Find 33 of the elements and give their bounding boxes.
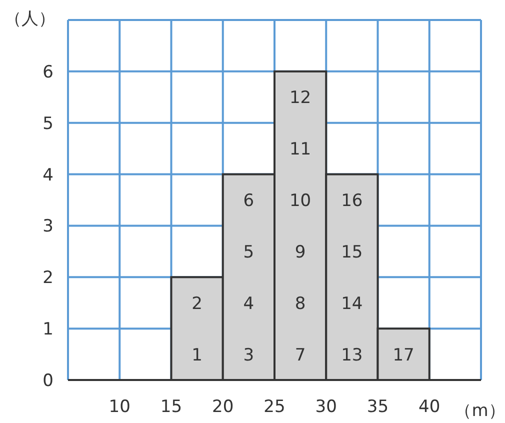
y-tick-label: 5 — [42, 114, 54, 134]
annotation: 4 — [243, 294, 254, 314]
annotation: 2 — [192, 294, 202, 314]
x-tick-label: 15 — [160, 397, 182, 417]
y-tick-label: 4 — [42, 165, 54, 186]
annotation: 3 — [243, 345, 254, 366]
x-axis-title: （m） — [454, 401, 505, 421]
y-axis-title: （人） — [4, 9, 56, 29]
annotation: 14 — [341, 294, 363, 314]
annotation: 11 — [289, 140, 312, 160]
annotation: 9 — [294, 242, 306, 262]
annotation: 13 — [341, 345, 363, 366]
x-tick-label: 40 — [418, 397, 440, 417]
annotation: 1 — [192, 345, 202, 366]
annotation: 7 — [294, 345, 306, 366]
x-tick-label: 10 — [108, 397, 130, 417]
y-tick-label: 0 — [42, 371, 54, 391]
y-tick-label: 2 — [42, 268, 54, 288]
x-tick-label: 35 — [366, 397, 389, 417]
annotation: 10 — [289, 191, 312, 211]
y-tick-label: 3 — [42, 216, 54, 237]
x-tick-label: 20 — [212, 397, 234, 417]
annotation: 12 — [289, 88, 312, 108]
x-tick-label: 30 — [315, 397, 337, 417]
y-tick-label: 6 — [42, 62, 54, 82]
annotation: 6 — [243, 191, 254, 211]
annotation: 5 — [243, 242, 254, 262]
annotation: 15 — [341, 242, 363, 262]
annotation: 8 — [294, 294, 306, 314]
annotation: 16 — [341, 191, 363, 211]
annotation: 17 — [392, 345, 414, 366]
x-tick-label: 25 — [264, 397, 286, 417]
y-tick-label: 1 — [42, 320, 54, 340]
